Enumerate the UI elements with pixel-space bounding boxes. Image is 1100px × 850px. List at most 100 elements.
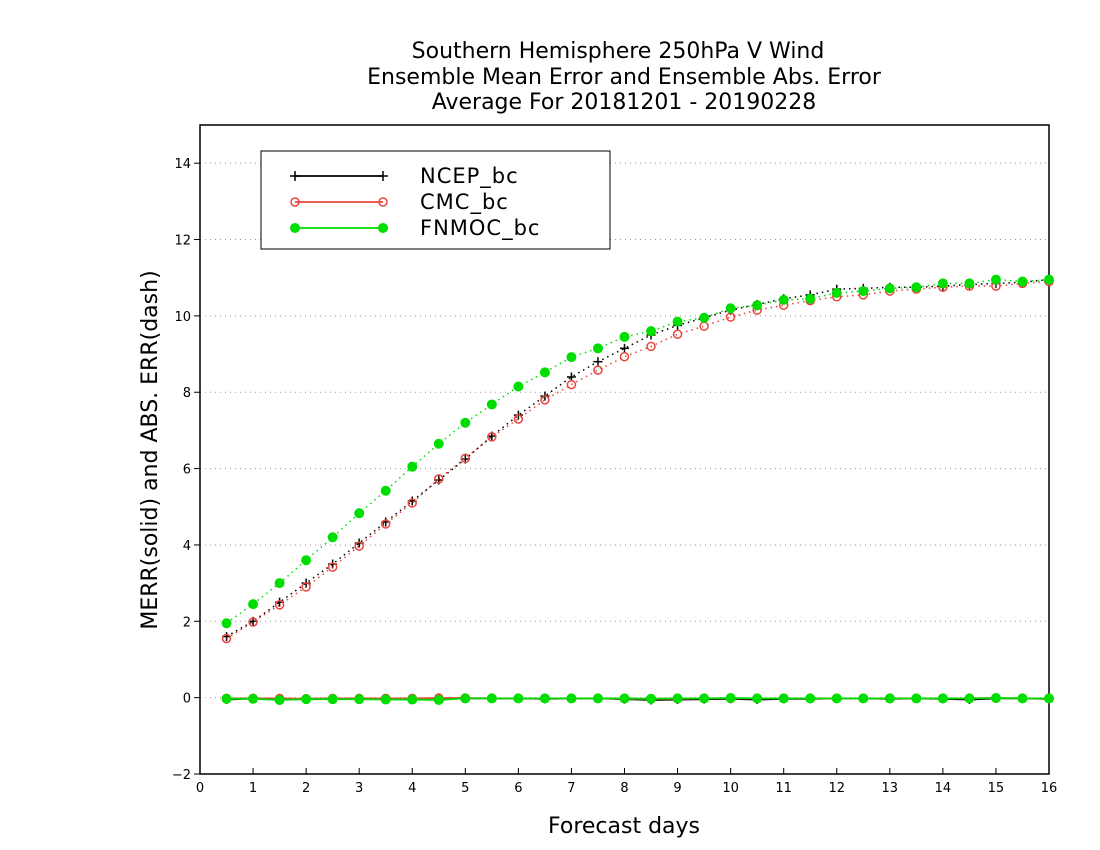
point-filled-circle [592, 693, 603, 704]
point-filled-circle [646, 326, 657, 337]
point-open-circle [513, 414, 524, 424]
point-open-circle [221, 633, 232, 644]
point-filled-circle [699, 693, 710, 704]
y-tick-label: 6 [183, 463, 191, 478]
point-filled-circle [248, 693, 259, 704]
point-filled-circle [990, 693, 1001, 704]
point-plus-marker [378, 171, 388, 181]
point-open-circle [487, 432, 497, 442]
point-filled-circle [380, 694, 391, 705]
point-filled-circle [725, 693, 736, 704]
point-filled-circle [858, 286, 869, 297]
point-filled-circle [378, 223, 388, 233]
x-tick-label: 16 [1041, 781, 1058, 796]
legend-item-NCEP_bc: NCEP_bc [290, 164, 519, 189]
x-tick-label: 2 [302, 781, 310, 796]
point-open-circle [460, 453, 471, 464]
point-filled-circle [752, 300, 763, 311]
point-filled-circle [460, 417, 471, 428]
point-filled-circle [858, 693, 869, 704]
y-axis-label: MERR(solid) and ABS. ERR(dash) [138, 270, 163, 629]
point-filled-circle [354, 694, 365, 705]
point-filled-circle [937, 278, 948, 289]
point-filled-circle [619, 693, 630, 704]
point-filled-circle [1044, 693, 1054, 704]
point-filled-circle [725, 303, 736, 314]
point-filled-circle [805, 693, 816, 704]
point-filled-circle [884, 693, 895, 704]
y-tick-label: −2 [172, 768, 191, 783]
y-tick-label: 4 [183, 539, 191, 554]
point-filled-circle [1017, 693, 1028, 704]
point-filled-circle [513, 381, 524, 392]
point-filled-circle [290, 223, 300, 233]
point-open-circle [354, 541, 364, 551]
abs-err-line [226, 278, 1050, 624]
point-filled-circle [646, 693, 657, 704]
x-tick-label: 12 [828, 781, 845, 796]
point-filled-circle [964, 693, 975, 704]
point-open-circle [540, 395, 550, 405]
point-filled-circle [831, 287, 842, 298]
point-open-circle [274, 600, 285, 610]
point-filled-circle [433, 438, 444, 449]
point-open-circle [434, 474, 444, 484]
chart-title-line-2: Ensemble Mean Error and Ensemble Abs. Er… [367, 65, 882, 90]
y-tick-label: 2 [183, 615, 191, 630]
point-filled-circle [221, 693, 232, 704]
point-open-circle [290, 197, 300, 207]
y-tick-label: 12 [174, 234, 191, 249]
point-open-circle [699, 321, 709, 331]
grid [200, 162, 1049, 775]
point-filled-circle [778, 294, 789, 305]
x-tick-label: 0 [196, 781, 204, 796]
point-filled-circle [407, 694, 418, 705]
x-tick-label: 14 [935, 781, 952, 796]
x-axis-label: Forecast days [548, 814, 700, 839]
point-filled-circle [566, 352, 577, 363]
point-filled-circle [964, 278, 975, 289]
legend-label: NCEP_bc [420, 164, 519, 189]
x-tick-label: 15 [988, 781, 1005, 796]
point-filled-circle [778, 693, 789, 704]
legend-item-CMC_bc: CMC_bc [290, 190, 508, 215]
x-tick-label: 3 [355, 781, 363, 796]
x-tick-label: 4 [408, 781, 416, 796]
legend-box [260, 150, 611, 250]
series-group [221, 274, 1054, 705]
chart-title-line-3: Average For 20181201 - 20190228 [432, 90, 817, 115]
point-filled-circle [433, 694, 444, 705]
x-tick-label: 1 [249, 781, 257, 796]
point-open-circle [301, 582, 311, 592]
point-open-circle [646, 341, 656, 352]
point-open-circle [378, 197, 388, 207]
point-filled-circle [619, 331, 630, 342]
abs-err-line [226, 280, 1050, 640]
point-filled-circle [354, 508, 365, 519]
point-filled-circle [407, 461, 418, 472]
point-plus-marker [290, 171, 300, 181]
point-filled-circle [221, 618, 232, 629]
point-filled-circle [672, 693, 683, 704]
x-tick-label: 6 [514, 781, 522, 796]
point-open-circle [248, 617, 258, 627]
point-filled-circle [592, 343, 603, 354]
point-open-circle [407, 498, 417, 508]
point-filled-circle [539, 693, 550, 704]
legend-label: FNMOC_bc [420, 216, 540, 241]
y-tick-label: 0 [183, 692, 191, 707]
point-filled-circle [539, 367, 550, 378]
y-tick-label: 8 [183, 386, 191, 401]
point-filled-circle [380, 485, 391, 496]
abs-err-line [226, 278, 1050, 638]
point-plus-marker [593, 357, 603, 367]
point-filled-circle [327, 532, 338, 543]
x-tick-label: 7 [567, 781, 575, 796]
x-tick-label: 9 [673, 781, 681, 796]
point-filled-circle [327, 694, 338, 705]
point-open-circle [566, 379, 577, 390]
x-tick-label: 11 [775, 781, 792, 796]
